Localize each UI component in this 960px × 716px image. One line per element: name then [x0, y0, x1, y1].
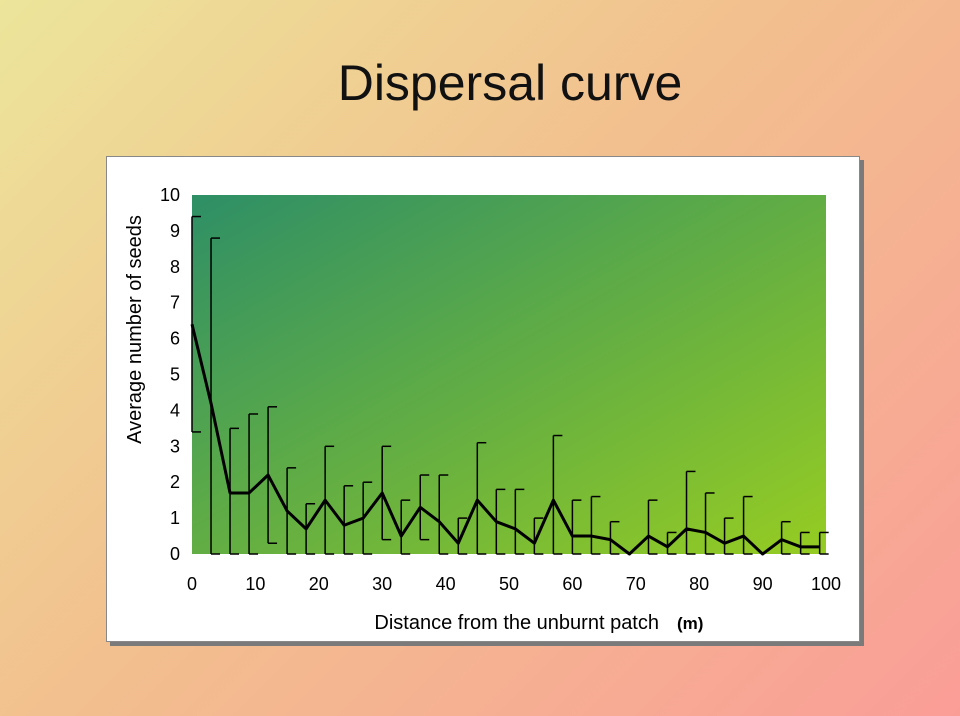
series-line [190, 323, 820, 556]
error-bar [400, 499, 411, 555]
error-bar [590, 495, 601, 555]
error-bar [552, 434, 563, 555]
error-bar [457, 517, 468, 555]
error-bar [685, 470, 696, 555]
plot-area [192, 195, 826, 554]
error-bar [476, 441, 487, 555]
x-tick-label: 70 [626, 574, 646, 594]
error-bar [248, 413, 259, 555]
y-tick-label: 5 [170, 365, 180, 385]
x-tick-label: 40 [436, 574, 456, 594]
y-tick-label: 4 [170, 400, 180, 420]
x-tick-label: 90 [753, 574, 773, 594]
x-tick-label: 50 [499, 574, 519, 594]
y-tick-label: 9 [170, 221, 180, 241]
slide-title: Dispersal curve [337, 55, 683, 111]
error-bar [609, 520, 620, 555]
y-tick-label: 7 [170, 293, 180, 313]
error-bar [742, 495, 753, 555]
x-tick-label: 100 [811, 574, 841, 594]
error-bar [438, 474, 449, 555]
x-tick-label: 0 [187, 574, 197, 594]
x-tick-label: 80 [689, 574, 709, 594]
error-bar [533, 517, 544, 555]
y-tick-label: 0 [170, 544, 180, 564]
y-tick-label: 8 [170, 257, 180, 277]
error-bar [666, 531, 677, 555]
y-tick-label: 1 [170, 508, 180, 528]
dispersal-chart: Average number of seeds Distance from th… [124, 185, 841, 634]
error-bar [723, 517, 734, 555]
error-bar [571, 499, 582, 555]
error-bar [343, 485, 354, 555]
error-bar [799, 531, 810, 555]
y-tick-label: 10 [160, 185, 180, 205]
error-bar [704, 492, 715, 555]
x-axis-unit: (m) [677, 614, 703, 633]
error-bar [818, 531, 829, 555]
error-bar [780, 520, 791, 555]
y-tick-label: 3 [170, 436, 180, 456]
x-tick-label: 10 [245, 574, 265, 594]
error-bar [210, 237, 221, 555]
error-bar [647, 499, 658, 555]
x-tick-label: 60 [562, 574, 582, 594]
y-tick-label: 6 [170, 329, 180, 349]
y-axis-label: Average number of seeds [124, 215, 146, 444]
error-bar [514, 488, 525, 555]
x-tick-label: 20 [309, 574, 329, 594]
x-axis-label: Distance from the unburnt patch [374, 612, 659, 634]
error-bar [191, 215, 201, 433]
x-tick-label: 30 [372, 574, 392, 594]
chart-frame: Average number of seeds Distance from th… [106, 156, 860, 642]
y-tick-label: 2 [170, 472, 180, 492]
